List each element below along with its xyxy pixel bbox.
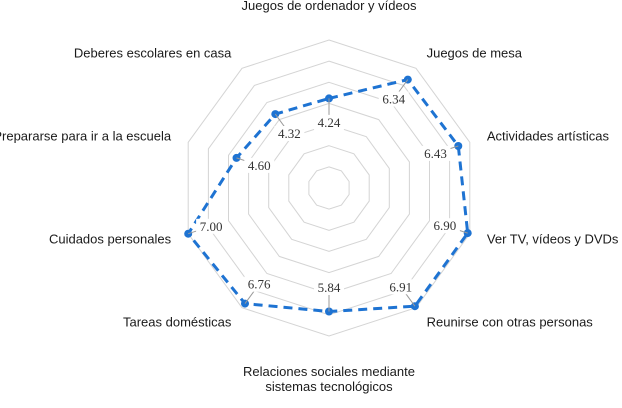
value-label-bg [420, 145, 451, 161]
value-label: 4.60 [248, 158, 271, 173]
category-label: Prepararse para ir a la escuela [0, 129, 172, 144]
grid-ring [268, 124, 390, 252]
grid-ring [288, 145, 370, 231]
category-label: Deberes escolares en casa [74, 46, 232, 61]
value-label: 6.91 [389, 279, 412, 294]
category-labels: Juegos de ordenador y vídeos Juegos de me… [0, 0, 619, 394]
value-label-bg [314, 280, 344, 295]
value-label-bg [429, 218, 460, 234]
category-label: Actividades artísticas [487, 129, 610, 144]
category-label: Juegos de ordenador y vídeos [242, 0, 417, 13]
category-label: Tareas domésticas [123, 314, 232, 329]
value-label-bg [196, 218, 227, 234]
grid-ring [187, 39, 471, 337]
grid-ring [248, 102, 410, 274]
value-label-bg [244, 276, 275, 292]
value-label: 4.24 [318, 115, 341, 130]
category-label: Cuidados personales [49, 231, 172, 246]
value-label: 6.34 [382, 92, 405, 107]
value-label-bg [274, 126, 305, 141]
value-label-bg [314, 114, 344, 130]
value-label: 4.32 [278, 126, 301, 141]
value-label-bg [244, 157, 275, 173]
value-label-bg [385, 279, 416, 295]
category-label: Juegos de mesa [427, 46, 523, 61]
value-label: 6.76 [248, 277, 271, 292]
grid-ring [308, 166, 350, 210]
category-label: Relaciones sociales mediante sistemas tec… [243, 364, 415, 394]
value-label: 7.00 [200, 219, 223, 234]
category-label: Reunirse con otras personas [427, 314, 594, 329]
value-label: 5.84 [318, 280, 341, 295]
category-label: Ver TV, vídeos y DVDs [487, 231, 619, 246]
value-label-bg [378, 91, 409, 107]
value-label: 6.43 [424, 146, 447, 161]
value-label: 6.90 [434, 218, 457, 233]
value-labels: 4.24 6.34 6.43 6.90 6.91 5.84 6.76 7.00 4.60 4.32 [188, 79, 468, 312]
